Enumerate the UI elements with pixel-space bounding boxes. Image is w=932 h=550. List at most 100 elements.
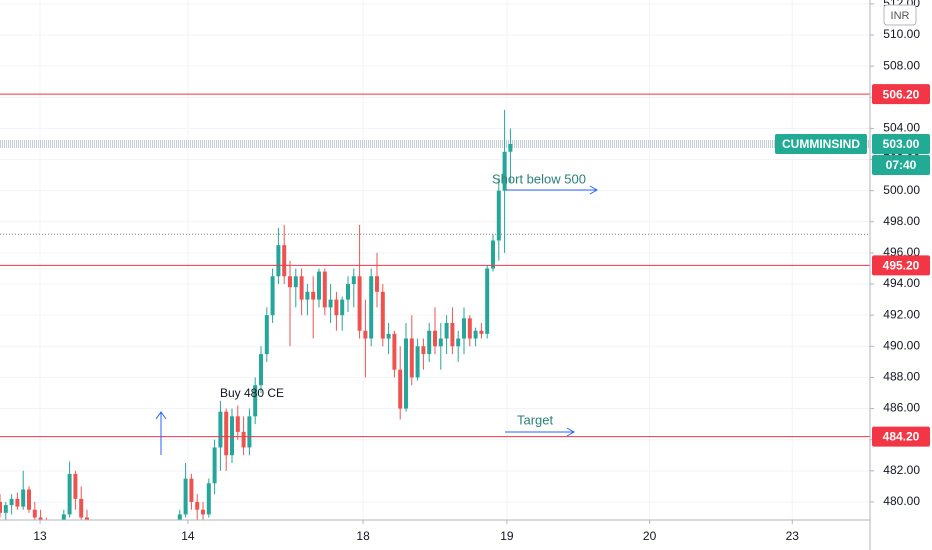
symbol-label-bg <box>775 133 867 154</box>
candle-body <box>392 333 397 370</box>
candle-body <box>73 473 78 499</box>
candle-body <box>438 338 443 347</box>
level-label-bg <box>872 426 930 447</box>
candle-body <box>27 489 31 510</box>
y-tick-label: 490.00 <box>883 338 920 352</box>
candle-body <box>38 517 43 520</box>
arrow-head <box>589 185 599 195</box>
x-tick-label: 14 <box>181 529 195 543</box>
candle-body <box>183 478 188 515</box>
candle-body <box>427 330 432 355</box>
level-label-bg <box>872 84 930 105</box>
annotations: Short below 500 Buy 480 CE Target <box>155 171 599 455</box>
last-price-label: 503.00 <box>883 137 920 151</box>
candle-body <box>421 346 426 355</box>
candle-body <box>189 478 194 502</box>
currency-bg <box>883 4 917 26</box>
candle-body <box>467 318 472 339</box>
grid <box>0 0 870 520</box>
candle-body <box>317 271 321 300</box>
annotation: Buy 480 CE <box>220 386 284 400</box>
candle-body <box>363 330 368 339</box>
candle-body <box>253 385 258 417</box>
candle-body <box>328 299 333 308</box>
candle-body <box>270 276 275 316</box>
candle-body <box>311 291 316 300</box>
candle-body <box>85 517 89 520</box>
candle-body <box>3 505 8 513</box>
candle-body <box>288 276 292 288</box>
candle-body <box>415 346 420 378</box>
candle-body <box>224 411 229 456</box>
candle-body <box>282 245 287 277</box>
level-label: 484.20 <box>883 430 920 444</box>
candle-body <box>21 489 26 507</box>
arrow-head <box>155 411 167 420</box>
candle-body <box>322 271 327 308</box>
candle-body <box>9 498 14 506</box>
candle-body <box>32 509 37 518</box>
candle-body <box>305 291 310 300</box>
y-tick-label: 494.00 <box>883 276 920 290</box>
candle-body <box>456 338 461 347</box>
candle-body <box>404 338 408 409</box>
candle-body <box>508 143 513 152</box>
candle-body <box>351 276 356 285</box>
candle-body <box>97 536 101 545</box>
candle-body <box>61 514 66 520</box>
candle-body <box>218 411 223 448</box>
candle-body <box>398 369 403 409</box>
level-label-bg <box>872 255 930 276</box>
y-tick-label: 486.00 <box>883 401 920 415</box>
annotation: Short below 500 <box>492 171 586 186</box>
countdown-label: 07:40 <box>886 158 917 172</box>
y-tick-label: 482.00 <box>883 463 920 477</box>
symbol-label: CUMMINSIND <box>782 137 860 151</box>
candle-body <box>444 322 449 339</box>
level-label: 495.20 <box>883 259 920 273</box>
arrow-head <box>566 427 576 437</box>
y-tick-label: 492.00 <box>883 307 920 321</box>
candle-body <box>357 276 362 331</box>
candle-body <box>433 330 437 347</box>
last-price-bg <box>872 133 930 154</box>
candle-body <box>491 240 495 269</box>
candle-body <box>177 514 182 520</box>
candle-body <box>0 501 2 513</box>
candle-body <box>386 333 391 339</box>
y-tick-label: 480.00 <box>883 494 920 508</box>
candle-body <box>67 473 72 515</box>
level-label: 506.20 <box>883 87 920 101</box>
candle-body <box>212 447 217 484</box>
candle-body <box>293 276 298 288</box>
candle-body <box>409 338 414 378</box>
candle-body <box>502 151 507 191</box>
candle-body <box>340 299 345 316</box>
candle-body <box>259 354 263 386</box>
candle-body <box>102 546 106 550</box>
candle-body <box>485 268 490 334</box>
candle-body <box>160 546 164 550</box>
candle-body <box>172 541 176 549</box>
y-tick-label: 488.00 <box>883 370 920 384</box>
x-tick-label: 13 <box>33 529 47 543</box>
y-tick-label: 510.00 <box>883 27 920 41</box>
candle-body <box>264 315 269 355</box>
candle-body <box>206 483 211 515</box>
candle-body <box>247 416 252 448</box>
countdown-bg <box>872 154 930 175</box>
candle-body <box>380 291 385 339</box>
x-tick-label: 23 <box>786 529 800 543</box>
y-tick-label: 504.00 <box>883 121 920 135</box>
candle-body <box>479 330 484 334</box>
candle-body <box>346 284 350 300</box>
candle-body <box>235 416 240 432</box>
candle-body <box>450 322 455 347</box>
candle-body <box>15 498 20 507</box>
candle-body <box>91 528 95 536</box>
candle-body <box>462 318 466 339</box>
candle-body <box>375 276 379 292</box>
axes: 480.00482.00484.00486.00488.00490.00492.… <box>33 0 930 543</box>
plot-area <box>0 93 870 550</box>
